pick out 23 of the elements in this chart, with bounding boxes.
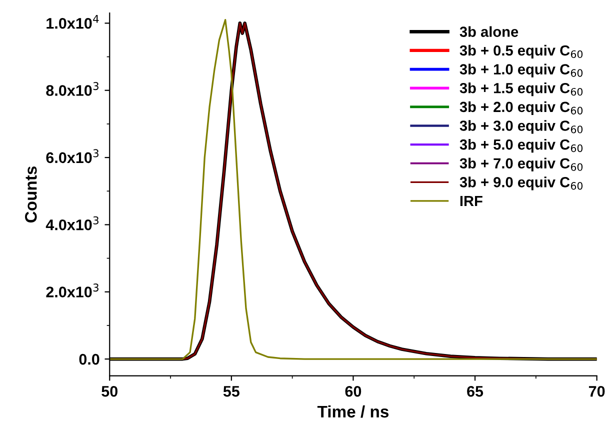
x-tick-label: 60: [345, 386, 362, 397]
y-tick-label: 0.0: [79, 354, 100, 365]
legend-label: 3b + 9.0 equiv C$_{60}$: [460, 176, 583, 190]
x-tick-label: 55: [223, 386, 240, 397]
x-tick-label: 70: [588, 386, 605, 397]
x-tick-label: 65: [467, 386, 484, 397]
legend-label: 3b alone: [460, 26, 518, 37]
legend-label: 3b + 5.0 equiv C$_{60}$: [460, 138, 583, 153]
y-tick-label: 6.0x10$^{3}$: [46, 149, 98, 164]
y-tick-label: 2.0x10$^{3}$: [46, 283, 98, 298]
legend-label: 3b + 1.5 equiv C$_{60}$: [460, 82, 583, 96]
legend-label: 3b + 2.0 equiv C$_{60}$: [460, 101, 583, 115]
legend-label: 3b + 1.0 equiv C$_{60}$: [460, 64, 583, 78]
y-tick-label: 4.0x10$^{3}$: [46, 216, 98, 230]
y-tick-label: 1.0x10$^{4}$: [46, 14, 99, 29]
legend-label: 3b + 3.0 equiv C$_{60}$: [460, 120, 583, 134]
y-tick-label: 8.0x10$^{3}$: [46, 82, 98, 96]
legend-label: IRF: [460, 196, 482, 206]
legend-label: 3b + 0.5 equiv C$_{60}$: [460, 44, 583, 59]
x-axis-title: Time / ns: [317, 405, 389, 418]
legend-label: 3b + 7.0 equiv C$_{60}$: [460, 158, 583, 172]
x-tick-label: 50: [102, 386, 118, 397]
y-axis-title: Counts: [25, 166, 37, 222]
